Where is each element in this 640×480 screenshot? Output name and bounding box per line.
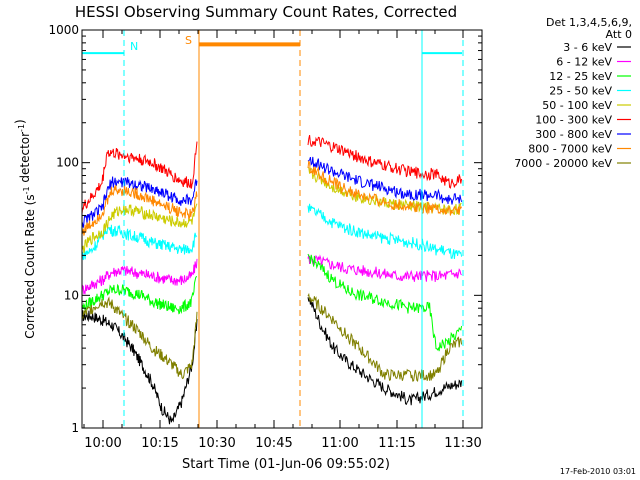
legend-title: Att 0 <box>606 28 632 41</box>
series-line <box>81 310 198 425</box>
series-layer <box>81 134 463 425</box>
series-line <box>307 203 463 260</box>
legend-label: 6 - 12 keV <box>556 56 612 69</box>
series-line <box>307 134 463 189</box>
series-line <box>307 156 463 205</box>
legend-label: 50 - 100 keV <box>542 99 612 112</box>
legend-label: 25 - 50 keV <box>549 85 612 98</box>
footer-date: 17-Feb-2010 03:01 <box>560 467 636 476</box>
legend-label: 3 - 6 keV <box>563 41 612 54</box>
series-line <box>307 254 462 282</box>
series-line <box>81 176 198 228</box>
series-line <box>81 141 198 214</box>
n-marker-label: N <box>130 40 138 53</box>
y-tick-label: 1000 <box>48 23 79 37</box>
y-axis-label: Corrected Count Rate (s-1 detector-1) <box>13 119 37 338</box>
series-line <box>81 296 198 380</box>
x-axis-label: Start Time (01-Jun-06 09:55:02) <box>182 457 390 472</box>
series-line <box>307 292 463 382</box>
series-line <box>81 203 198 254</box>
y-tick-label: 10 <box>64 288 79 302</box>
x-tick-label: 11:30 <box>444 436 481 451</box>
series-line <box>307 297 463 406</box>
x-tick-label: 10:15 <box>141 436 178 451</box>
y-tick-label: 100 <box>56 156 79 170</box>
series-line <box>81 185 198 236</box>
series-line <box>307 253 463 352</box>
series-line <box>81 276 198 315</box>
legend-label: 7000 - 20000 keV <box>514 157 612 170</box>
plot-frame <box>81 29 483 429</box>
legend-label: 800 - 7000 keV <box>528 143 612 156</box>
legend-label: 100 - 300 keV <box>535 114 612 127</box>
s-marker-label: S <box>185 34 192 47</box>
x-tick-label: 10:30 <box>198 436 235 451</box>
y-axis-label-text: Corrected Count Rate (s-1 detector-1) <box>13 119 37 338</box>
x-tick-label: 10:45 <box>255 436 292 451</box>
chart-title: HESSI Observing Summary Count Rates, Cor… <box>75 3 457 21</box>
y-tick-label: 1 <box>71 421 79 435</box>
x-ticks: 10:00 10:15 10:30 10:45 11:00 11:15 11:30 <box>83 30 482 451</box>
legend: Det 1,3,4,5,6,9,Att 03 - 6 keV 6 - 12 keV… <box>514 16 632 170</box>
legend-label: 300 - 800 keV <box>535 128 612 141</box>
x-tick-label: 11:00 <box>321 436 358 451</box>
y-ticks: 1 10 100 1000 <box>48 23 482 435</box>
series-line <box>307 160 463 216</box>
x-tick-label: 11:15 <box>378 436 415 451</box>
x-tick-label: 10:00 <box>84 436 121 451</box>
series-line <box>81 224 198 261</box>
legend-label: 12 - 25 keV <box>549 70 612 83</box>
legend-title: Det 1,3,4,5,6,9, <box>546 16 632 29</box>
series-line <box>81 258 198 295</box>
